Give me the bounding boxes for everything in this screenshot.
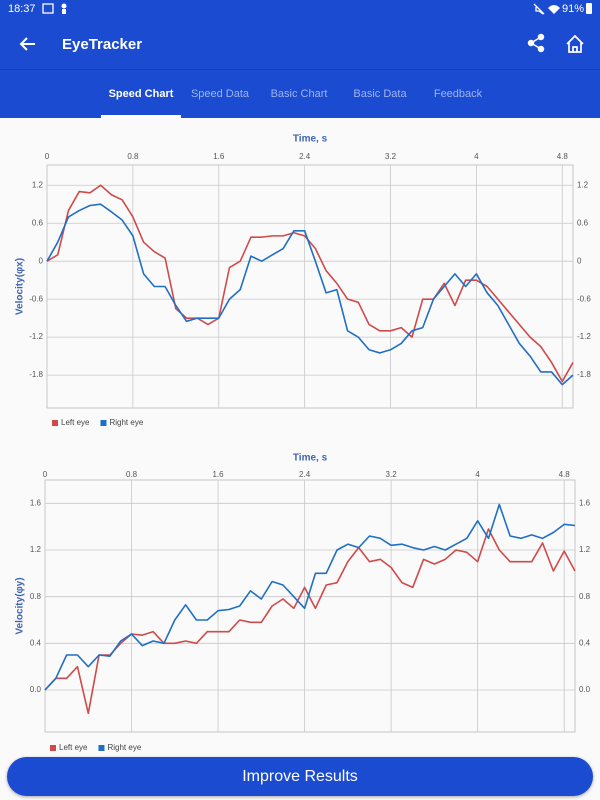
y-tick-label-right: -1.2 [577, 332, 591, 341]
x-tick-label: 1.6 [212, 470, 224, 479]
y-tick-label: 0.0 [30, 685, 42, 694]
y-tick-label-right: -1.8 [577, 370, 591, 379]
improve-results-button[interactable]: Improve Results [7, 757, 593, 796]
x-tick-label: 0.8 [127, 152, 139, 161]
y-tick-label: 0 [39, 256, 44, 265]
battery-icon [586, 3, 592, 14]
tab[interactable]: Feedback [434, 88, 483, 100]
tab[interactable]: Basic Chart [271, 88, 328, 100]
legend-label: Right eye [107, 743, 141, 752]
legend-swatch [50, 745, 56, 751]
status-person-icon-body [62, 9, 66, 14]
series-line [46, 184, 574, 383]
series-line [44, 528, 576, 715]
x-tick-label: 0 [45, 152, 50, 161]
status-person-icon [61, 3, 67, 9]
y-tick-label: 0.8 [30, 592, 42, 601]
x-tick-label: 4 [474, 152, 479, 161]
tab[interactable]: Speed Data [191, 88, 250, 100]
y-tick-label-right: 1.2 [579, 545, 591, 554]
y-tick-label-right: 0.0 [579, 685, 591, 694]
content-background [0, 118, 600, 800]
app-title: EyeTracker [62, 36, 142, 53]
x-axis-title: Time, s [293, 134, 328, 145]
y-tick-label-right: 0.4 [579, 638, 591, 647]
tab[interactable]: Speed Chart [109, 88, 174, 100]
tab[interactable]: Basic Data [353, 88, 407, 100]
y-tick-label: 0.4 [30, 638, 42, 647]
y-tick-label-right: 1.6 [579, 498, 591, 507]
x-tick-label: 0 [43, 470, 48, 479]
x-tick-label: 1.6 [213, 152, 225, 161]
series-line [46, 203, 574, 386]
tab-indicator [101, 115, 181, 118]
series-line [44, 503, 576, 691]
legend-swatch [100, 420, 107, 426]
y-axis-title: Velocity(φx) [15, 258, 26, 315]
x-tick-label: 3.2 [386, 470, 398, 479]
y-tick-label: -1.2 [29, 332, 43, 341]
x-tick-label: 4 [475, 470, 480, 479]
legend-swatch [98, 745, 105, 751]
y-tick-label: 0.6 [32, 218, 44, 227]
battery-percent: 91% [562, 3, 584, 15]
status-time: 18:37 [8, 3, 36, 15]
y-axis-title: Velocity(φy) [15, 577, 26, 634]
x-tick-label: 2.4 [299, 470, 311, 479]
x-axis-title: Time, s [293, 453, 328, 464]
y-tick-label: -1.8 [29, 370, 43, 379]
header-divider [0, 69, 600, 70]
y-tick-label: 1.2 [30, 545, 42, 554]
mute-icon [533, 3, 545, 15]
y-tick-label-right: -0.6 [577, 294, 591, 303]
legend-label: Right eye [109, 418, 143, 427]
home-button[interactable] [566, 34, 584, 53]
x-tick-label: 4.8 [557, 152, 569, 161]
y-tick-label-right: 0 [577, 256, 582, 265]
y-tick-label: -0.6 [29, 294, 43, 303]
y-tick-label-right: 0.6 [577, 218, 589, 227]
x-tick-label: 0.8 [126, 470, 138, 479]
legend-label: Left eye [61, 418, 90, 427]
legend-label: Left eye [59, 743, 88, 752]
back-button[interactable] [19, 37, 35, 51]
y-tick-label-right: 1.2 [577, 180, 589, 189]
share-button[interactable] [527, 33, 545, 53]
plot-area [46, 164, 574, 409]
x-tick-label: 3.2 [385, 152, 397, 161]
y-tick-label: 1.6 [30, 498, 42, 507]
header-background [0, 0, 600, 118]
wifi-icon [548, 5, 560, 14]
x-tick-label: 2.4 [299, 152, 311, 161]
status-image-icon [42, 3, 54, 14]
y-tick-label-right: 0.8 [579, 592, 591, 601]
y-tick-label: 1.2 [32, 180, 44, 189]
x-tick-label: 4.8 [559, 470, 571, 479]
legend-swatch [52, 420, 58, 426]
